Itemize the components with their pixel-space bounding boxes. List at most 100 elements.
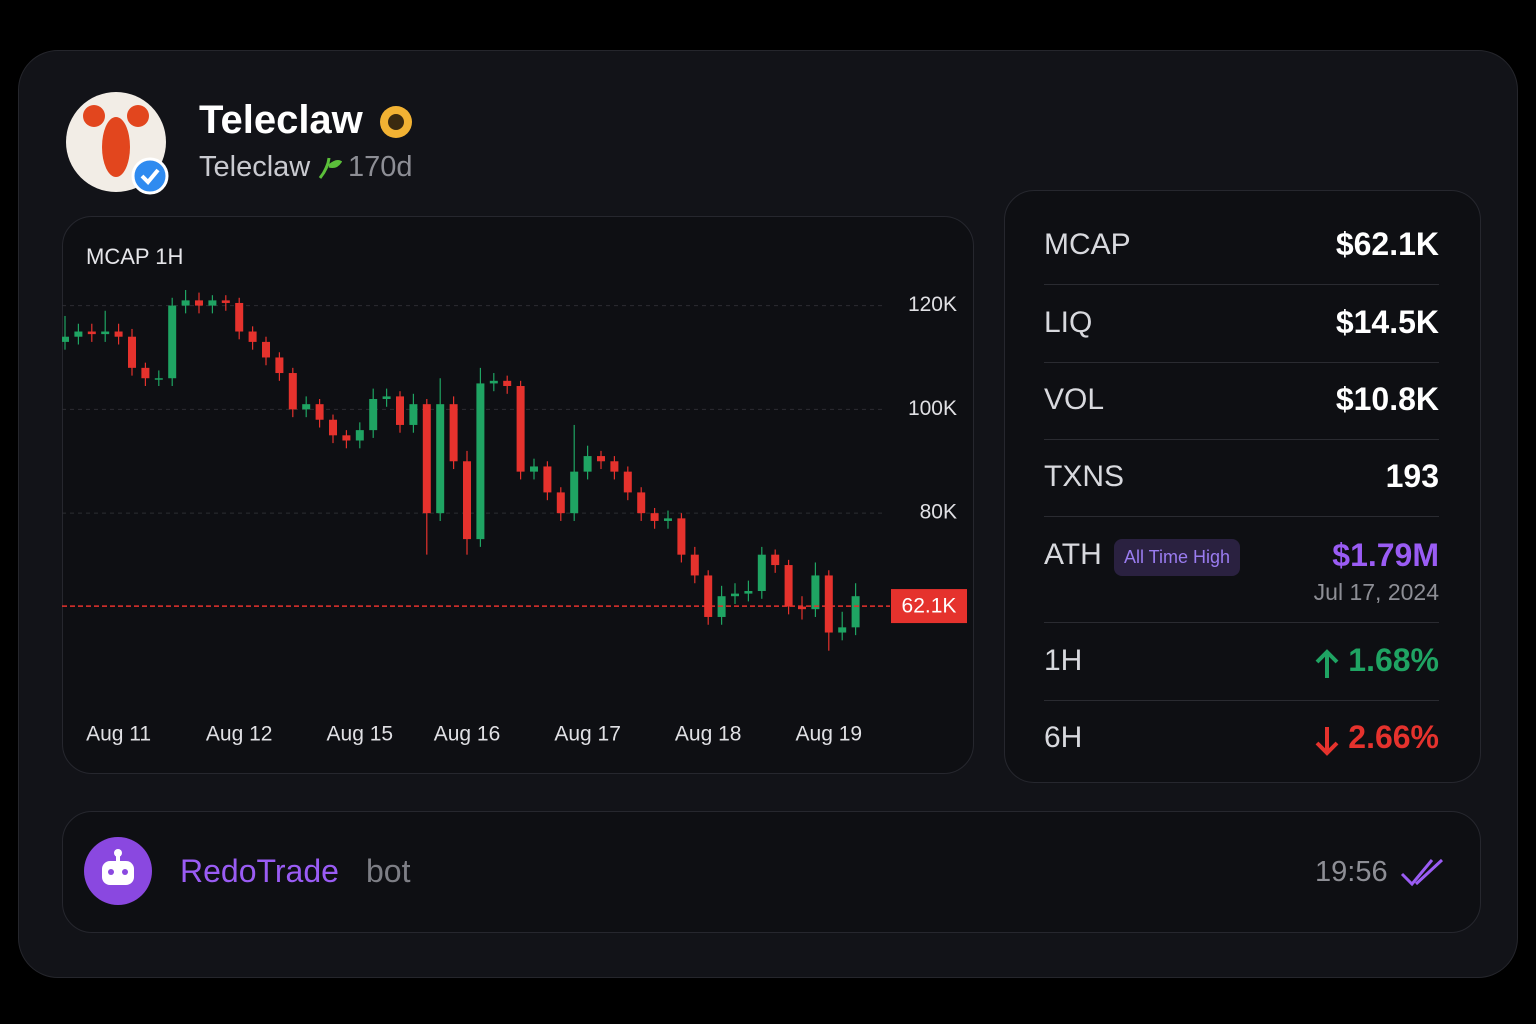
chart-panel bbox=[62, 216, 974, 774]
candle-body bbox=[208, 300, 217, 306]
avatar bbox=[66, 92, 169, 195]
candle-body bbox=[141, 367, 150, 379]
stat-label: 6H bbox=[1044, 721, 1083, 754]
candle-body bbox=[463, 461, 471, 540]
candle-body bbox=[476, 383, 485, 540]
sprout-icon bbox=[318, 157, 342, 179]
candle-body bbox=[623, 471, 632, 493]
candle-body bbox=[798, 606, 806, 610]
current-label-bg bbox=[891, 589, 967, 624]
candle-body bbox=[422, 404, 431, 514]
x-tick-label: Aug 17 bbox=[554, 723, 621, 746]
candle-body bbox=[503, 380, 512, 387]
candle-body bbox=[221, 300, 230, 303]
candle-body bbox=[744, 591, 753, 594]
separator bbox=[1044, 622, 1439, 623]
candle-body bbox=[168, 305, 177, 379]
candle-body bbox=[248, 331, 257, 342]
candle-body bbox=[516, 386, 525, 472]
candle-body bbox=[409, 404, 418, 425]
chart-title: MCAP 1H bbox=[86, 244, 183, 269]
candle-body bbox=[382, 396, 391, 399]
x-tick-label: Aug 15 bbox=[327, 723, 394, 746]
candle-body bbox=[302, 404, 311, 410]
stat-value: $62.1K bbox=[1335, 226, 1439, 262]
candle-body bbox=[396, 396, 404, 425]
candle-body bbox=[704, 575, 713, 617]
stat-label: 1H bbox=[1044, 644, 1083, 677]
y-tick-label: 80K bbox=[920, 501, 957, 524]
ath-date: Jul 17, 2024 bbox=[1313, 579, 1439, 605]
y-tick-label: 100K bbox=[908, 397, 957, 420]
x-tick-label: Aug 11 bbox=[86, 723, 151, 746]
candle-body bbox=[114, 331, 123, 337]
candle-body bbox=[597, 456, 605, 462]
separator bbox=[1044, 284, 1439, 285]
candle-body bbox=[664, 518, 672, 521]
candle-body bbox=[128, 336, 136, 368]
separator bbox=[1044, 439, 1439, 440]
candle-body bbox=[851, 596, 860, 628]
x-tick-label: Aug 12 bbox=[206, 723, 273, 746]
candle-body bbox=[824, 575, 833, 633]
candle-body bbox=[731, 593, 739, 597]
trend-arrow bbox=[1315, 649, 1339, 678]
current-label: 62.1K bbox=[902, 595, 957, 618]
stat-value: $10.8K bbox=[1335, 381, 1439, 417]
candle-body bbox=[449, 404, 458, 462]
stat-label: VOL bbox=[1044, 383, 1105, 416]
chart: MCAP 1H 80K 100K 120K Aug 11 Aug 12 Aug 15 Aug… bbox=[62, 244, 967, 746]
candle-body bbox=[489, 380, 498, 384]
candle-body bbox=[315, 404, 324, 420]
candle-body bbox=[650, 513, 659, 521]
separator bbox=[1044, 700, 1439, 701]
stat-value: 193 bbox=[1385, 458, 1439, 494]
candle-body bbox=[556, 492, 565, 514]
separator bbox=[1044, 362, 1439, 363]
stat-value: $14.5K bbox=[1335, 304, 1439, 340]
stat-label: TXNS bbox=[1044, 460, 1125, 493]
candle-body bbox=[355, 430, 364, 441]
x-tick-label: Aug 16 bbox=[434, 723, 501, 746]
candle-body bbox=[74, 331, 83, 337]
stat-label: LIQ bbox=[1044, 306, 1093, 339]
stat-label: ATH bbox=[1044, 538, 1102, 571]
candle-body bbox=[62, 336, 69, 342]
candle-body bbox=[329, 419, 337, 436]
time: 19:56 bbox=[1315, 856, 1388, 888]
separator bbox=[1044, 516, 1439, 517]
candle-body bbox=[262, 341, 270, 358]
read-check bbox=[1400, 858, 1444, 887]
candle-body bbox=[288, 373, 297, 410]
candle-body bbox=[690, 554, 699, 576]
candle-body bbox=[530, 466, 538, 472]
candle-body bbox=[811, 575, 820, 610]
candle-body bbox=[275, 357, 284, 374]
candle-body bbox=[154, 378, 163, 380]
candle-body bbox=[342, 435, 351, 441]
sender[interactable]: RedoTrade bbox=[180, 853, 339, 889]
candle-body bbox=[784, 565, 793, 607]
candle-body bbox=[570, 471, 579, 514]
candle-body bbox=[543, 466, 552, 493]
candle-body bbox=[610, 461, 619, 472]
bot-avatar[interactable] bbox=[84, 837, 152, 905]
candle-body bbox=[369, 398, 378, 431]
badge-icon bbox=[380, 106, 412, 138]
message-bar bbox=[62, 811, 1481, 933]
ath-value: $1.79M bbox=[1332, 537, 1439, 573]
candle-body bbox=[87, 331, 96, 335]
candle-body bbox=[436, 404, 445, 514]
change-value: 1.68% bbox=[1348, 642, 1439, 678]
change-value: 2.66% bbox=[1348, 719, 1439, 755]
stats-panel bbox=[1004, 190, 1481, 783]
candle-body bbox=[195, 300, 203, 306]
candle-body bbox=[583, 456, 592, 472]
candle-body bbox=[771, 554, 780, 566]
sender-tag: bot bbox=[366, 853, 411, 889]
candle-body bbox=[637, 492, 646, 514]
age: 170d bbox=[348, 151, 413, 183]
x-tick-label: Aug 18 bbox=[675, 723, 742, 746]
x-tick-label: Aug 19 bbox=[796, 723, 863, 746]
